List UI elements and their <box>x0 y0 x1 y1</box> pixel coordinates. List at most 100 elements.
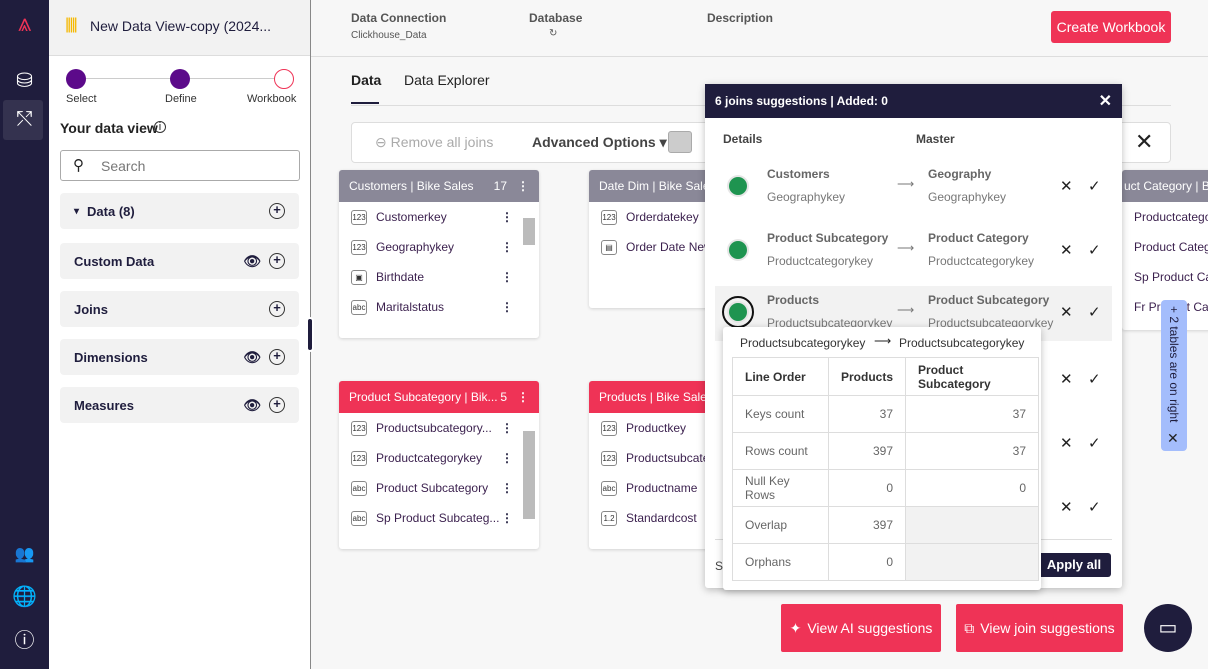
table-card-product-subcategory[interactable]: Product Subcategory | Bik... 5 ⋮ 123 Produc… <box>339 381 539 549</box>
field-type-icon: abc <box>601 480 617 496</box>
kebab-icon[interactable]: ⋮ <box>501 210 513 224</box>
kebab-icon[interactable]: ⋮ <box>501 421 513 435</box>
kebab-icon[interactable]: ⋮ <box>501 300 513 314</box>
reject-icon[interactable]: ✕ <box>1060 499 1073 516</box>
view-join-suggestions-button[interactable]: ⧉ View join suggestions <box>956 604 1123 652</box>
field-row[interactable]: 123 Geographykey ⋮ <box>339 232 539 262</box>
view-ai-suggestions-button[interactable]: ✦ View AI suggestions <box>781 604 941 652</box>
join-suggestion-row[interactable]: Product Subcategory Productcategorykey ⟶… <box>715 224 1112 282</box>
accept-icon[interactable]: ✓ <box>1088 435 1101 452</box>
reject-icon[interactable]: ✕ <box>1060 178 1073 195</box>
add-icon[interactable]: + <box>269 203 285 219</box>
field-row[interactable]: Productcategory <box>1122 202 1208 232</box>
field-row[interactable]: abc Productname <box>589 473 789 503</box>
close-icon[interactable]: ✕ <box>1098 93 1112 110</box>
kebab-icon[interactable]: ⋮ <box>501 240 513 254</box>
remove-all-joins-button[interactable]: ⊖ Remove all joins <box>375 134 494 150</box>
reject-icon[interactable]: ✕ <box>1060 304 1073 321</box>
eye-icon[interactable]: 👁 <box>243 348 261 365</box>
section-data[interactable]: ▾ Data (8) + <box>60 193 299 229</box>
section-dimensions[interactable]: Dimensions 👁 + <box>60 339 299 375</box>
resize-handle[interactable] <box>306 317 314 352</box>
advanced-options-dropdown[interactable]: Advanced Options ▾ <box>532 134 667 150</box>
tables-on-right-tag[interactable]: + 2 tables are on right ✕ <box>1161 300 1187 451</box>
scrollbar[interactable] <box>523 218 535 245</box>
connection-label: Data Connection <box>351 11 447 25</box>
section-joins[interactable]: Joins + <box>60 291 299 327</box>
kebab-icon[interactable]: ⋮ <box>501 270 513 284</box>
scrollbar[interactable] <box>523 431 535 519</box>
tab-data-explorer[interactable]: Data Explorer <box>404 72 490 88</box>
join-suggestion-row[interactable]: Customers Geographykey ⟶ Geography Geogr… <box>715 160 1112 218</box>
popup-title: 6 joins suggestions | Added: 0 <box>715 94 888 108</box>
field-row[interactable]: abc Sp Product Subcateg... ⋮ <box>339 503 539 533</box>
section-custom-data[interactable]: Custom Data 👁 + <box>60 243 299 279</box>
info-icon[interactable]: i <box>154 121 166 133</box>
field-row[interactable]: abc Maritalstatus ⋮ <box>339 292 539 322</box>
database-icon[interactable]: ⛁ <box>16 70 33 92</box>
field-row[interactable]: abc Product Subcategory ⋮ <box>339 473 539 503</box>
arrow-icon: ⟶ <box>897 177 915 191</box>
field-row[interactable]: 123 Productsubcate <box>589 443 789 473</box>
search-input[interactable]: ⚲ Search <box>60 150 300 181</box>
add-icon[interactable]: + <box>269 349 285 365</box>
kebab-icon[interactable]: ⋮ <box>501 481 513 495</box>
accept-icon[interactable]: ✓ <box>1088 371 1101 388</box>
step-workbook[interactable] <box>274 69 294 89</box>
section-measures[interactable]: Measures 👁 + <box>60 387 299 423</box>
kebab-icon[interactable]: ⋮ <box>501 451 513 465</box>
kebab-icon[interactable]: ⋮ <box>517 179 529 193</box>
field-type-icon: abc <box>351 510 367 526</box>
reject-icon[interactable]: ✕ <box>1060 371 1073 388</box>
field-row[interactable]: Product Categor <box>1122 232 1208 262</box>
table-card-product-category[interactable]: uct Category | B ProductcategoryProduct … <box>1122 170 1208 330</box>
stats-row: Line Order Products Product Subcategory <box>732 357 1040 396</box>
fit-view-icon[interactable] <box>668 131 692 153</box>
field-row[interactable]: 123 Productsubcategory... ⋮ <box>339 413 539 443</box>
reject-icon[interactable]: ✕ <box>1060 435 1073 452</box>
add-icon[interactable]: + <box>269 301 285 317</box>
accept-icon[interactable]: ✓ <box>1088 499 1101 516</box>
field-row[interactable]: 123 Orderdatekey <box>589 202 789 232</box>
step-select[interactable] <box>66 69 86 89</box>
field-name: Productname <box>626 481 698 495</box>
accept-icon[interactable]: ✓ <box>1088 178 1101 195</box>
field-row[interactable]: 123 Customerkey ⋮ <box>339 202 539 232</box>
kebab-icon[interactable]: ⋮ <box>501 511 513 525</box>
field-row[interactable]: Sp Product Cate <box>1122 262 1208 292</box>
joins-icon[interactable]: ⤲ <box>16 108 33 130</box>
eye-icon[interactable]: 👁 <box>243 396 261 413</box>
globe-icon[interactable]: 🌐 <box>12 586 37 608</box>
step-define[interactable] <box>170 69 190 89</box>
join-icon: ⧉ <box>964 619 975 636</box>
dataview-title: New Data View-copy (2024... <box>90 18 272 34</box>
match-indicator <box>722 296 754 328</box>
field-row[interactable]: 123 Productkey <box>589 413 789 443</box>
field-row[interactable]: ▤ Order Date New <box>589 232 789 262</box>
close-icon[interactable]: ✕ <box>1135 129 1154 154</box>
add-icon[interactable]: + <box>269 397 285 413</box>
field-row[interactable]: 1.2 Standardcost <box>589 503 789 533</box>
create-workbook-button[interactable]: Create Workbook <box>1051 11 1171 43</box>
field-row[interactable]: ▣ Birthdate ⋮ <box>339 262 539 292</box>
reject-icon[interactable]: ✕ <box>1060 242 1073 259</box>
close-icon[interactable]: ✕ <box>1167 430 1179 446</box>
field-row[interactable]: 123 Productcategorykey ⋮ <box>339 443 539 473</box>
description-label: Description <box>707 11 774 25</box>
eye-icon[interactable]: 👁 <box>243 252 261 269</box>
accept-icon[interactable]: ✓ <box>1088 242 1101 259</box>
step-label: Workbook <box>247 93 297 105</box>
sidebar-title: Your data view <box>60 120 158 136</box>
accept-icon[interactable]: ✓ <box>1088 304 1101 321</box>
chat-icon[interactable]: ▭ <box>1144 604 1192 652</box>
add-icon[interactable]: + <box>269 253 285 269</box>
apply-all-button[interactable]: Apply all <box>1037 553 1111 577</box>
kebab-icon[interactable]: ⋮ <box>517 390 529 404</box>
users-icon[interactable]: 👥 <box>14 546 35 563</box>
tab-data[interactable]: Data <box>351 72 382 88</box>
stats-row: Rows count 397 37 <box>732 432 1040 470</box>
help-icon[interactable]: ⓘ <box>14 630 35 652</box>
brand-logo[interactable]: ⩓ <box>17 10 32 37</box>
table-card-customers[interactable]: Customers | Bike Sales 17 ⋮ 123 Customerkey… <box>339 170 539 338</box>
refresh-icon[interactable]: ↻ <box>549 28 558 39</box>
